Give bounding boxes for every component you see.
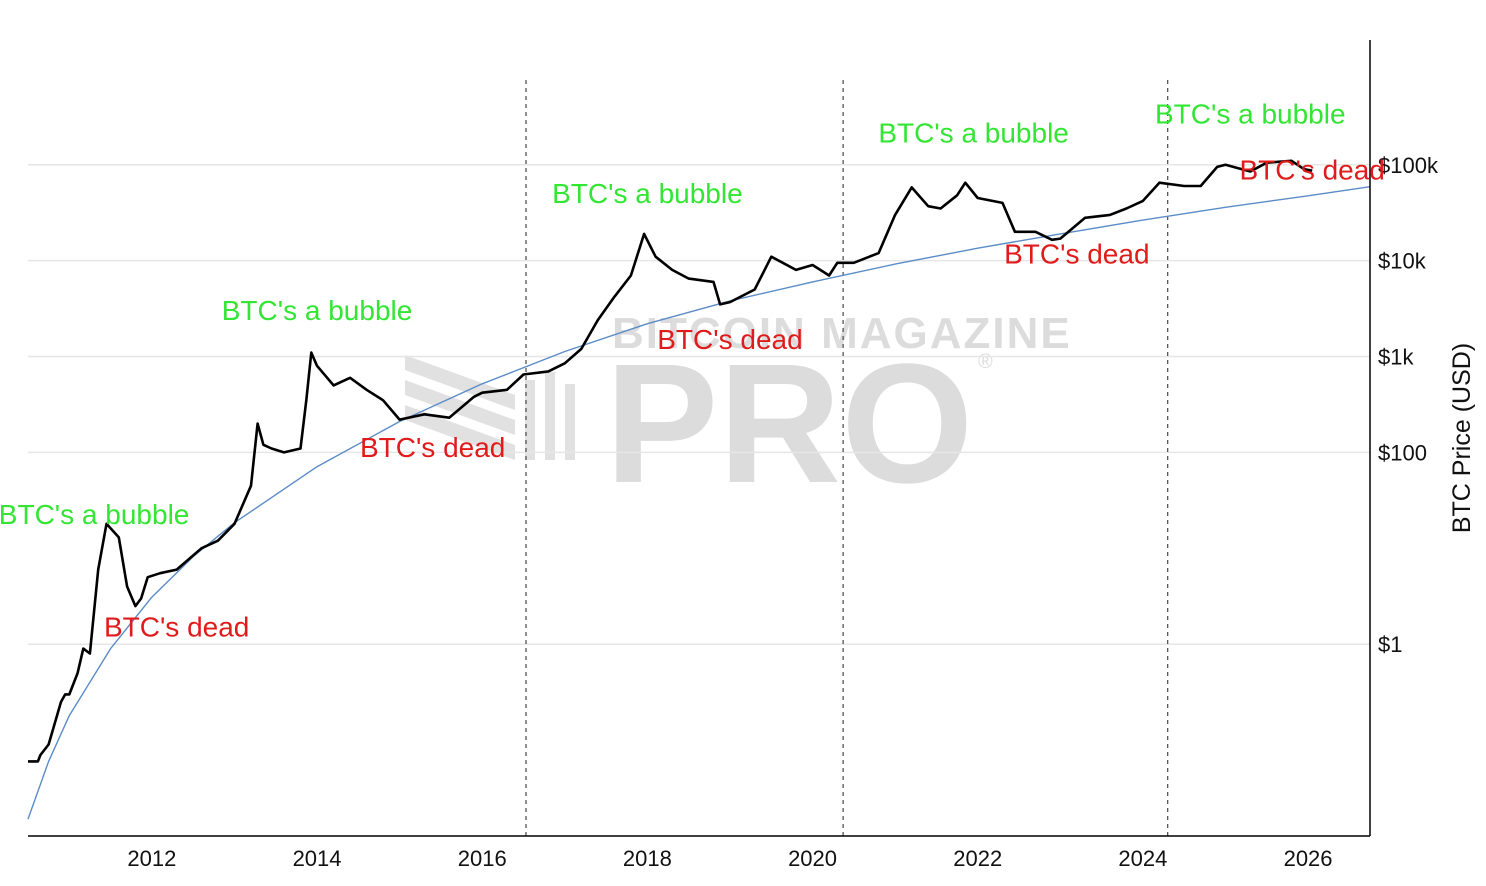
grid [28, 164, 1370, 645]
bubble-annotation: BTC's a bubble [878, 118, 1069, 149]
y-tick-label: $100 [1378, 440, 1427, 465]
series-layer [27, 159, 1371, 820]
bubble-annotation: BTC's a bubble [222, 295, 413, 326]
x-tick-label: 2022 [953, 846, 1002, 871]
dead-annotation: BTC's dead [657, 324, 802, 355]
x-tick-label: 2026 [1284, 846, 1333, 871]
fair-value-line [27, 186, 1371, 820]
watermark-pro: PRO [605, 329, 973, 519]
y-axis-title: BTC Price (USD) [1448, 343, 1476, 533]
y-tick-label: $100k [1378, 153, 1439, 178]
halving-lines [525, 80, 1169, 836]
btc-price-line [28, 159, 1313, 763]
x-tick-label: 2016 [458, 846, 507, 871]
bubble-annotation: BTC's a bubble [0, 499, 189, 530]
watermark: BITCOIN MAGAZINE PRO ® [405, 309, 1072, 519]
x-tick-label: 2012 [127, 846, 176, 871]
y-tick-labels: $100k $10k $1k $100 $1 [1378, 153, 1439, 657]
x-tick-label: 2014 [293, 846, 342, 871]
dead-annotation: BTC's dead [1239, 155, 1384, 186]
dead-annotation: BTC's dead [104, 612, 249, 643]
x-tick-labels: 2012 2014 2016 2018 2020 2022 2024 2026 [127, 846, 1332, 871]
y-tick-label: $10k [1378, 249, 1427, 274]
x-tick-label: 2020 [788, 846, 837, 871]
watermark-registered-mark: ® [978, 351, 993, 373]
x-tick-label: 2018 [623, 846, 672, 871]
annotations: BTC's a bubble BTC's a bubble BTC's a bubb… [0, 98, 1385, 642]
x-tick-label: 2024 [1118, 846, 1167, 871]
bubble-annotation: BTC's a bubble [552, 178, 743, 209]
y-tick-label: $1k [1378, 345, 1414, 370]
dead-annotation: BTC's dead [1004, 239, 1149, 270]
dead-annotation: BTC's dead [360, 432, 505, 463]
watermark-brand: BITCOIN MAGAZINE [612, 309, 1072, 358]
bubble-annotation: BTC's a bubble [1155, 98, 1346, 129]
y-tick-label: $1 [1378, 632, 1402, 657]
axes [28, 40, 1371, 837]
